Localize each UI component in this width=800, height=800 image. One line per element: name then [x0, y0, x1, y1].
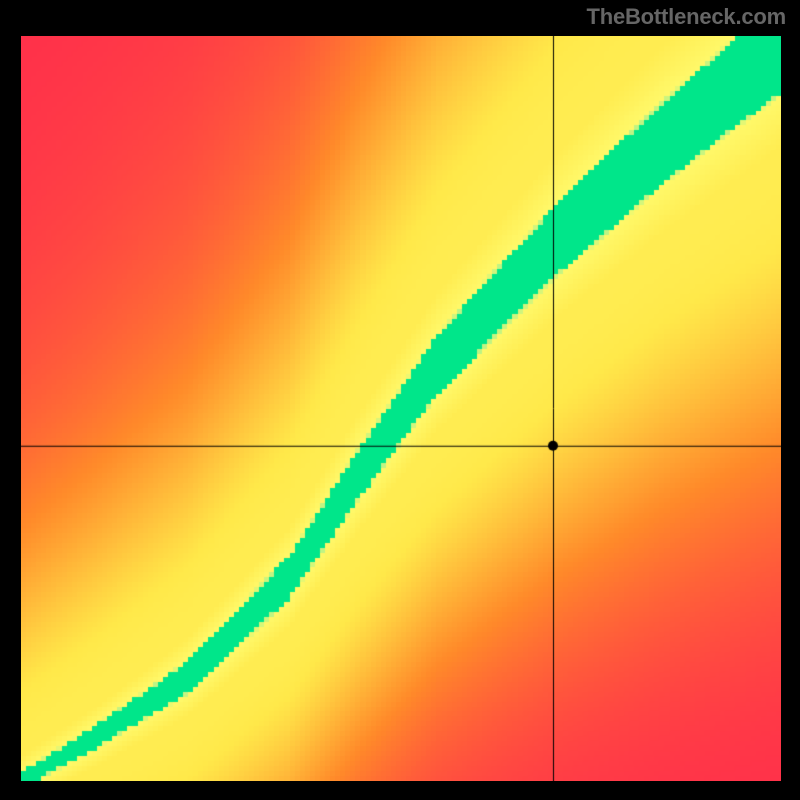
bottleneck-heatmap [21, 36, 781, 781]
watermark-text: TheBottleneck.com [586, 4, 786, 30]
chart-container: TheBottleneck.com [0, 0, 800, 800]
